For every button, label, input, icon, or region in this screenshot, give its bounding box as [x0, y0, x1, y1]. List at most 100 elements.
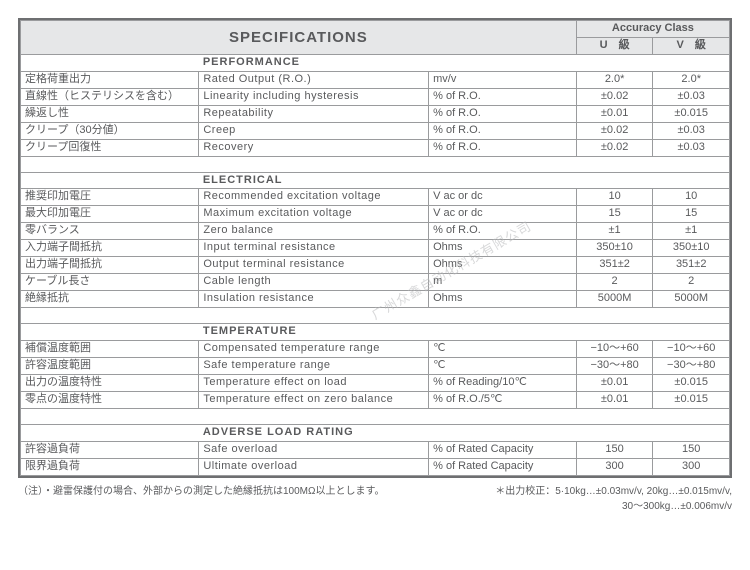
label-en: Temperature effect on zero balance: [199, 391, 429, 408]
table-row: 絶縁抵抗Insulation resistanceOhms5000M5000M: [21, 291, 730, 308]
note-right-1: ＊出力校正：5·10kg…±0.03mv/v, 20kg…±0.015mv/v,: [495, 482, 732, 497]
label-en: Safe overload: [199, 441, 429, 458]
label-jp: 繰返し性: [21, 105, 199, 122]
val-u: ±0.01: [576, 105, 653, 122]
label-en: Creep: [199, 122, 429, 139]
table-row: 推奨印加電圧Recommended excitation voltageV ac…: [21, 189, 730, 206]
unit: % of R.O.: [429, 105, 577, 122]
val-u: ±1: [576, 223, 653, 240]
label-jp: 零点の温度特性: [21, 391, 199, 408]
val-v: ±0.015: [653, 391, 730, 408]
val-v: 15: [653, 206, 730, 223]
label-jp: 直線性（ヒステリシスを含む）: [21, 88, 199, 105]
label-en: Rated Output (R.O.): [199, 71, 429, 88]
label-jp: 定格荷重出力: [21, 71, 199, 88]
unit: % of R.O.: [429, 122, 577, 139]
footnotes: （注）・避雷保護付の場合、外部からの測定した絶縁抵抗は100MΩ以上とします。 …: [18, 482, 732, 512]
table-row: 零バランスZero balance% of R.O.±1±1: [21, 223, 730, 240]
unit: % of R.O./5℃: [429, 391, 577, 408]
label-jp: 零バランス: [21, 223, 199, 240]
section-temperature: TEMPERATURE: [21, 324, 730, 341]
table-row: 許容過負荷Safe overload% of Rated Capacity150…: [21, 441, 730, 458]
label-jp: 許容温度範囲: [21, 357, 199, 374]
unit: V ac or dc: [429, 206, 577, 223]
unit: ℃: [429, 340, 577, 357]
table-row: 繰返し性Repeatability% of R.O.±0.01±0.015: [21, 105, 730, 122]
label-jp: ケーブル長さ: [21, 274, 199, 291]
val-v: ±0.015: [653, 374, 730, 391]
table-row: 補償温度範囲Compensated temperature range℃−10〜…: [21, 340, 730, 357]
label-en: Cable length: [199, 274, 429, 291]
val-u: 351±2: [576, 257, 653, 274]
label-jp: 出力の温度特性: [21, 374, 199, 391]
unit: Ohms: [429, 240, 577, 257]
label-jp: 出力端子間抵抗: [21, 257, 199, 274]
val-v: ±0.015: [653, 105, 730, 122]
label-en: Maximum excitation voltage: [199, 206, 429, 223]
table-row: 入力端子間抵抗Input terminal resistanceOhms350±…: [21, 240, 730, 257]
val-v: 300: [653, 458, 730, 475]
specifications-title: SPECIFICATIONS: [21, 21, 577, 55]
label-en: Recovery: [199, 139, 429, 156]
temperature-heading: TEMPERATURE: [199, 324, 429, 341]
spec-table-frame: SPECIFICATIONS Accuracy Class U 級 V 級 PE…: [18, 18, 732, 478]
label-en: Repeatability: [199, 105, 429, 122]
val-u: 2.0*: [576, 71, 653, 88]
label-en: Insulation resistance: [199, 291, 429, 308]
table-row: クリープ（30分値）Creep% of R.O.±0.02±0.03: [21, 122, 730, 139]
label-en: Input terminal resistance: [199, 240, 429, 257]
unit: % of Rated Capacity: [429, 458, 577, 475]
spec-table: SPECIFICATIONS Accuracy Class U 級 V 級 PE…: [20, 20, 730, 476]
unit: ℃: [429, 357, 577, 374]
section-electrical: ELECTRICAL: [21, 172, 730, 189]
val-v: −10〜+60: [653, 340, 730, 357]
label-jp: 絶縁抵抗: [21, 291, 199, 308]
table-row: 定格荷重出力Rated Output (R.O.)mv/v2.0*2.0*: [21, 71, 730, 88]
label-en: Output terminal resistance: [199, 257, 429, 274]
val-u: ±0.02: [576, 122, 653, 139]
val-u: ±0.02: [576, 88, 653, 105]
table-row: 最大印加電圧Maximum excitation voltageV ac or …: [21, 206, 730, 223]
val-v: ±0.03: [653, 122, 730, 139]
electrical-heading: ELECTRICAL: [199, 172, 429, 189]
label-jp: 補償温度範囲: [21, 340, 199, 357]
spacer-row: [21, 408, 730, 424]
header-row: SPECIFICATIONS Accuracy Class: [21, 21, 730, 38]
table-row: 許容温度範囲Safe temperature range℃−30〜+80−30〜…: [21, 357, 730, 374]
val-u: 300: [576, 458, 653, 475]
label-en: Zero balance: [199, 223, 429, 240]
spacer-row: [21, 308, 730, 324]
unit: % of Reading/10℃: [429, 374, 577, 391]
val-u: −10〜+60: [576, 340, 653, 357]
val-v: 2.0*: [653, 71, 730, 88]
val-v: 350±10: [653, 240, 730, 257]
note-left: （注）・避雷保護付の場合、外部からの測定した絶縁抵抗は100MΩ以上とします。: [18, 482, 385, 497]
table-row: ケーブル長さCable lengthm22: [21, 274, 730, 291]
performance-heading: PERFORMANCE: [199, 54, 429, 71]
label-en: Recommended excitation voltage: [199, 189, 429, 206]
table-row: 限界過負荷Ultimate overload% of Rated Capacit…: [21, 458, 730, 475]
val-v: −30〜+80: [653, 357, 730, 374]
val-v: 10: [653, 189, 730, 206]
unit: Ohms: [429, 291, 577, 308]
note-right-2: 30〜300kg…±0.006mv/v: [495, 497, 732, 512]
val-v: 150: [653, 441, 730, 458]
unit: mv/v: [429, 71, 577, 88]
val-u: 5000M: [576, 291, 653, 308]
table-row: 零点の温度特性Temperature effect on zero balanc…: [21, 391, 730, 408]
unit: % of R.O.: [429, 223, 577, 240]
val-v: 351±2: [653, 257, 730, 274]
table-row: 出力の温度特性Temperature effect on load% of Re…: [21, 374, 730, 391]
val-u: ±0.01: [576, 374, 653, 391]
unit: % of Rated Capacity: [429, 441, 577, 458]
val-u: ±0.02: [576, 139, 653, 156]
val-v: ±0.03: [653, 88, 730, 105]
label-jp: 推奨印加電圧: [21, 189, 199, 206]
val-v: ±0.03: [653, 139, 730, 156]
col-v-header: V 級: [653, 37, 730, 54]
unit: Ohms: [429, 257, 577, 274]
label-en: Safe temperature range: [199, 357, 429, 374]
val-u: 10: [576, 189, 653, 206]
val-u: 350±10: [576, 240, 653, 257]
val-u: 2: [576, 274, 653, 291]
